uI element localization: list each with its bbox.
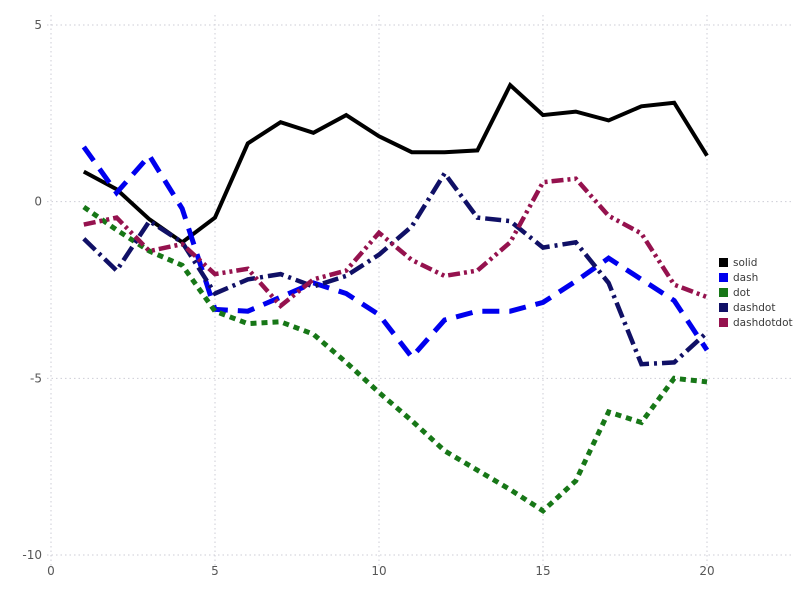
series-line-solid [82,81,709,245]
x-tick-label: 10 [371,564,386,578]
legend-label-dot: dot [733,287,750,299]
legend-swatch-dashdotdot [719,318,728,327]
series-line-dashdotdot [83,176,708,310]
y-tick-label: 0 [34,195,42,209]
legend-label-dash: dash [733,272,758,284]
legend-label-dashdotdot: dashdotdot [733,317,793,329]
legend-swatch-dash [719,273,728,282]
legend-swatch-dot [719,288,728,297]
legend-label-dashdot: dashdot [733,302,775,314]
x-tick-label: 0 [47,564,55,578]
x-tick-label: 20 [699,564,714,578]
y-tick-label: -5 [30,371,42,385]
x-tick-label: 5 [211,564,219,578]
legend-label-solid: solid [733,257,757,269]
x-tick-label: 15 [535,564,550,578]
y-tick-label: -10 [22,548,42,562]
legend-swatch-solid [719,258,728,267]
legend-swatch-dashdot [719,303,728,312]
y-tick-label: 5 [34,18,42,32]
series-line-dot [82,204,708,514]
